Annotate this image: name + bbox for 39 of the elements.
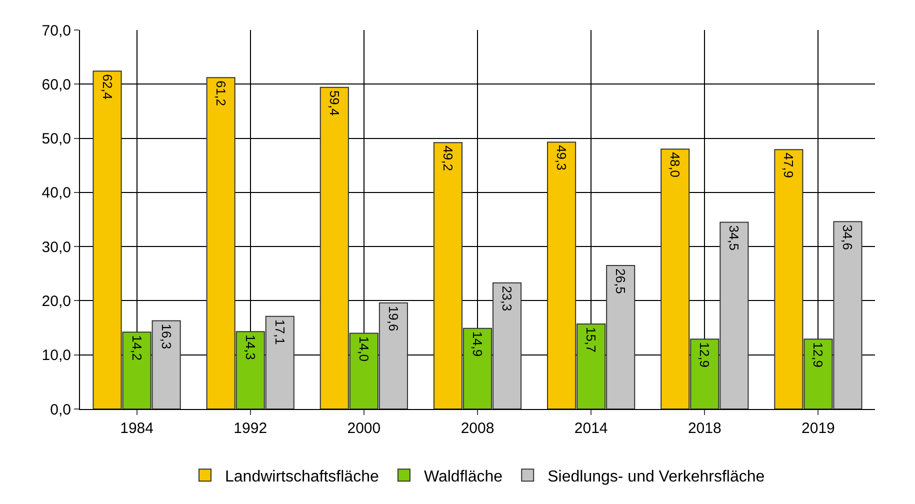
y-tick-label: 70,0 xyxy=(42,22,71,40)
legend-label: Waldfläche xyxy=(424,468,503,486)
data-label: 16,3 xyxy=(158,324,174,350)
data-label: 15,7 xyxy=(584,327,599,352)
data-label: 12,9 xyxy=(697,342,712,368)
data-label: 59,4 xyxy=(326,90,342,116)
legend-label: Landwirtschaftsfläche xyxy=(225,468,379,486)
data-label: 61,2 xyxy=(213,80,228,106)
data-label: 49,3 xyxy=(554,145,570,170)
data-label: 19,6 xyxy=(386,306,401,332)
data-label: 14,9 xyxy=(470,331,485,357)
data-label: 62,4 xyxy=(100,74,115,100)
x-tick-label: 1984 xyxy=(120,420,154,437)
y-tick-label: 60,0 xyxy=(42,76,71,94)
y-tick-label: 40,0 xyxy=(42,184,71,202)
x-tick-label: 1992 xyxy=(234,420,268,437)
y-tick-label: 10,0 xyxy=(42,347,71,364)
data-label: 12,9 xyxy=(810,342,826,368)
data-label: 48,0 xyxy=(668,152,683,178)
y-tick-label: 50,0 xyxy=(42,130,71,148)
x-tick-label: 2014 xyxy=(574,420,608,437)
data-label: 34,6 xyxy=(840,224,856,250)
data-label: 14,0 xyxy=(356,336,372,362)
x-tick-label: 2018 xyxy=(688,420,722,437)
y-tick-label: 20,0 xyxy=(42,292,71,310)
x-tick-label: 2019 xyxy=(802,420,835,437)
x-tick-label: 2000 xyxy=(347,420,381,437)
legend-label: Siedlungs- und Verkehrsfläche xyxy=(548,468,765,486)
x-tick-label: 2008 xyxy=(460,420,494,437)
data-label: 14,3 xyxy=(242,334,258,360)
data-label: 47,9 xyxy=(781,152,796,178)
y-tick-label: 0,0 xyxy=(50,401,71,418)
data-label: 34,5 xyxy=(726,225,742,251)
data-label: 14,2 xyxy=(129,335,144,360)
data-label: 17,1 xyxy=(272,319,288,345)
y-tick-label: 30,0 xyxy=(42,238,71,256)
data-label: 26,5 xyxy=(613,268,628,294)
data-label: 49,2 xyxy=(440,146,456,171)
data-label: 23,3 xyxy=(500,286,515,312)
